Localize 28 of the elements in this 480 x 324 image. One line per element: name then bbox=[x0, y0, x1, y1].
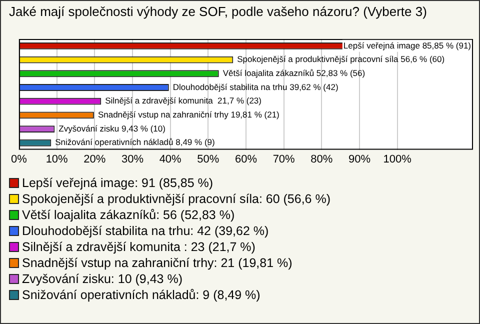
x-tick-label: 40% bbox=[159, 153, 182, 166]
data-label: Spokojenější a produktivnější pracovní síla 56,6 % (60) bbox=[237, 54, 445, 64]
legend-label: Spokojenější a produktivnější pracovní síla: 60 (56,6 %) bbox=[22, 191, 331, 207]
data-label: Snižování operativních nákladů 8,49 % (9) bbox=[55, 137, 215, 148]
data-label: Silnější a zdravější komunita 21,7 % (23) bbox=[105, 96, 262, 106]
legend-label: Dlouhodobější stabilita na trhu: 42 (39,62 %) bbox=[22, 223, 269, 239]
chart-title: Jaké mají společnosti výhody ze SOF, podle vašeho názoru? (Vyberte 3) bbox=[8, 3, 428, 21]
x-tick-label: 50% bbox=[197, 153, 220, 166]
x-tick-label: 20% bbox=[84, 153, 106, 166]
data-label: Snadnější vstup na zahraniční trhy 19,81 % (21) bbox=[98, 110, 280, 120]
x-tick-label: 10% bbox=[46, 153, 68, 166]
x-tick-label: 70% bbox=[272, 153, 296, 166]
legend-label: Zvyšování zisku: 10 (9,43 %) bbox=[22, 271, 182, 287]
x-tick-label: 60% bbox=[234, 153, 258, 166]
x-tick-label: 100% bbox=[383, 153, 412, 166]
legend-label: Snadnější vstup na zahraniční trhy: 21 (19,81 %) bbox=[22, 255, 292, 271]
legend-label: Větší loajalita zákazníků: 56 (52,83 %) bbox=[22, 207, 235, 223]
x-tick-label: 90% bbox=[348, 153, 371, 166]
legend-label: Snižování operativních nákladů: 9 (8,49 %) bbox=[22, 287, 260, 303]
x-tick-label: 30% bbox=[121, 153, 144, 166]
x-tick-label: 80% bbox=[310, 153, 333, 166]
data-label: Zvyšování zisku 9,43 % (10) bbox=[58, 123, 166, 134]
x-tick-label: 0% bbox=[11, 153, 28, 166]
data-label: Větší loajalita zákazníků 52,83 % (56) bbox=[222, 68, 366, 78]
data-label: Dlouhodobější stabilita na trhu 39,62 % (42) bbox=[172, 82, 338, 92]
legend-label: Lepší veřejná image: 91 (85,85 %) bbox=[22, 175, 214, 191]
data-label: Lepší veřejná image 85,85 % (91) bbox=[343, 40, 472, 50]
legend-label: Silnější a zdravější komunita : 23 (21,7 %) bbox=[22, 239, 256, 255]
